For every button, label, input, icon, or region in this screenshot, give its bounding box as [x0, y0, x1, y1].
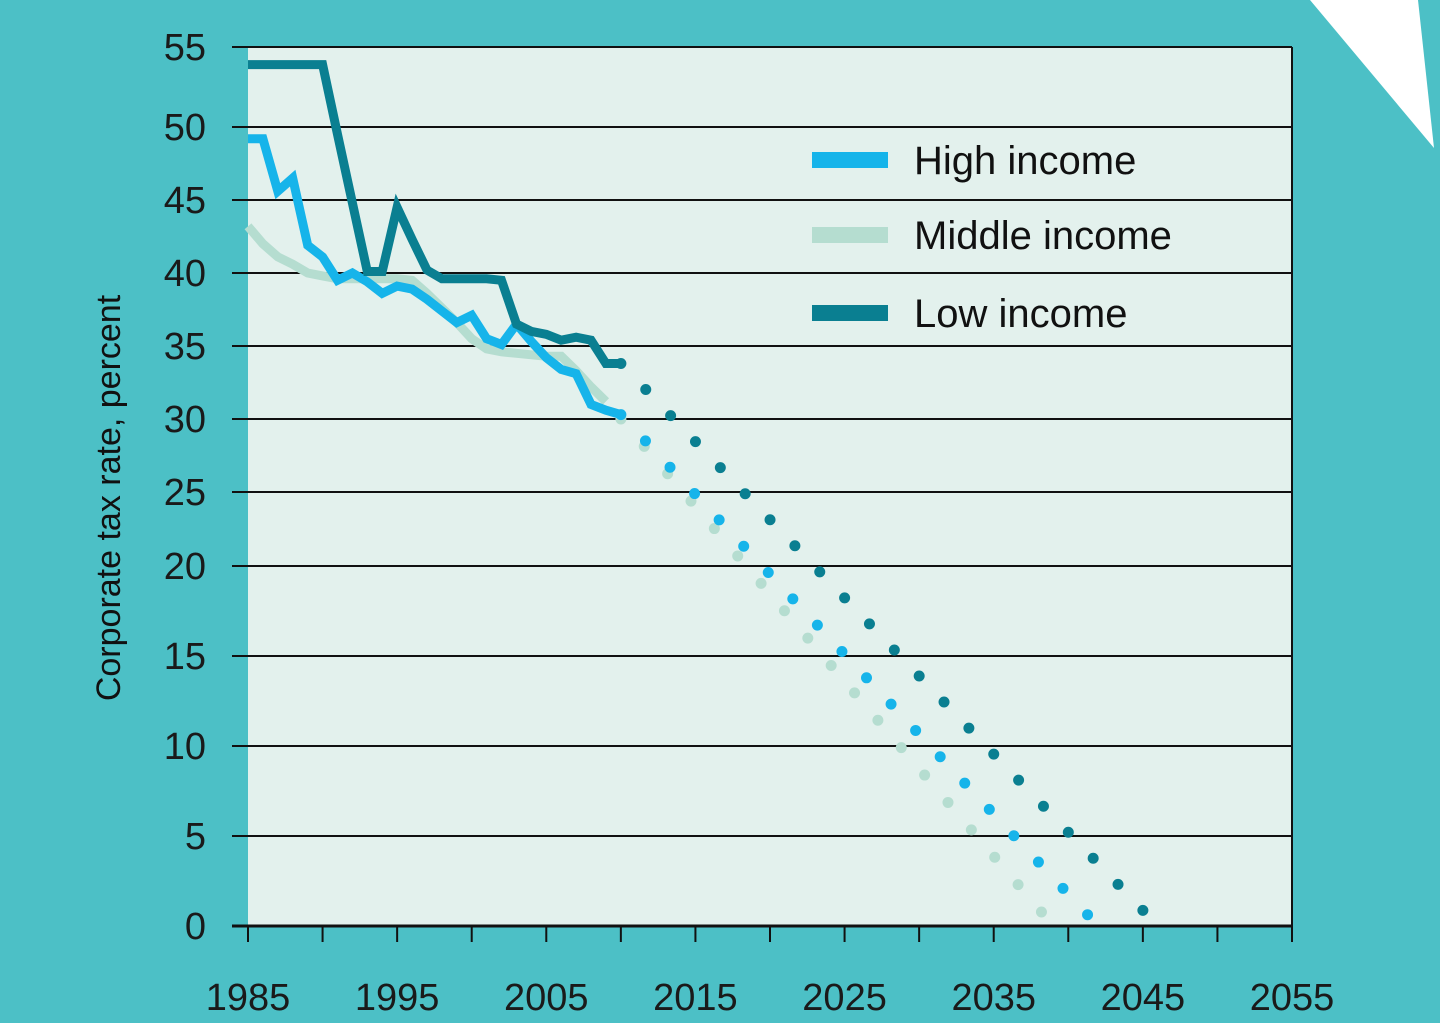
x-tick-label: 2025: [802, 977, 887, 1018]
plot-background: [248, 47, 1292, 926]
x-tick-label: 2055: [1250, 977, 1335, 1018]
series-line-high-income: [248, 134, 623, 419]
x-tick-label: 1985: [206, 977, 291, 1018]
corner-decoration-shape: [1310, 0, 1434, 148]
series-lines: [244, 60, 1164, 932]
y-tick-label: 35: [164, 326, 206, 368]
projection-line-low-income: [615, 358, 1164, 932]
y-tick-labels: 0 5 10 15 20 25 30 35 40 45 50 55: [164, 27, 206, 948]
x-tick-label: 2005: [504, 977, 589, 1018]
x-tick-label: 2045: [1101, 977, 1186, 1018]
y-tick-label: 0: [185, 906, 206, 948]
x-tick-label: 2035: [951, 977, 1036, 1018]
y-tick-label: 45: [164, 180, 206, 222]
y-tick-label: 25: [164, 472, 206, 514]
y-tick-label: 20: [164, 546, 206, 588]
gridlines: [232, 46, 1292, 837]
legend: High income Middle income Low income: [812, 139, 1172, 336]
legend-label: Low income: [914, 292, 1127, 336]
legend-label: High income: [914, 139, 1136, 183]
x-tick-labels: 1985 1995 2005 2015 2025 2035 2045 2055: [206, 977, 1335, 1019]
y-tick-label: 10: [164, 726, 206, 768]
y-tick-label: 30: [164, 399, 206, 441]
x-tick-label: 2015: [653, 977, 738, 1018]
axes: [232, 47, 1293, 942]
y-tick-label: 5: [185, 816, 206, 858]
legend-swatch: [812, 227, 888, 243]
y-tick-label: 50: [164, 107, 206, 149]
x-tick-label: 1995: [355, 977, 440, 1018]
projection-line-middle-income: [615, 413, 1059, 932]
y-tick-label: 40: [164, 253, 206, 295]
y-axis-label: Corporate tax rate, percent: [90, 294, 128, 701]
legend-label: Middle income: [914, 214, 1172, 258]
y-tick-label: 15: [164, 636, 206, 678]
series-line-low-income: [248, 60, 621, 368]
legend-swatch: [812, 152, 888, 168]
legend-swatch: [812, 305, 888, 321]
y-tick-label: 55: [164, 27, 206, 69]
